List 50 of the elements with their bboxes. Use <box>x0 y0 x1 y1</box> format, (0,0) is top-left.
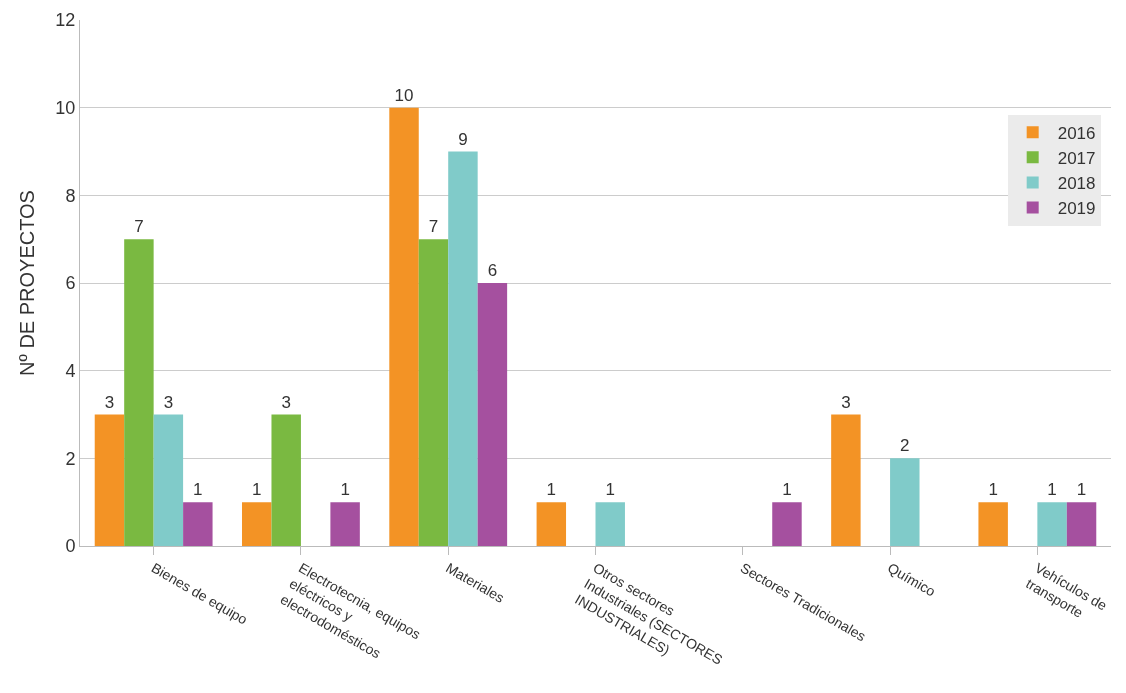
bar <box>1066 502 1097 546</box>
data-label: 1 <box>988 480 998 500</box>
y-tick-label: 6 <box>65 273 76 294</box>
data-label: 3 <box>104 392 115 412</box>
bar <box>271 414 301 546</box>
legend-label: 2018 <box>1057 174 1096 194</box>
bar <box>183 502 213 546</box>
legend-label: 2019 <box>1057 199 1096 219</box>
legend-label: 2017 <box>1057 148 1096 168</box>
data-label: 2 <box>900 436 910 456</box>
data-label: 1 <box>252 480 262 500</box>
bar <box>477 283 508 546</box>
y-tick-label: 0 <box>65 536 76 557</box>
bar <box>536 502 567 546</box>
data-label: 9 <box>458 129 468 149</box>
data-label: 1 <box>193 480 203 500</box>
y-tick-label: 10 <box>55 97 76 118</box>
data-label: 6 <box>487 261 498 280</box>
bar <box>389 107 419 546</box>
y-tick-label: 2 <box>65 448 76 469</box>
bar <box>418 239 449 546</box>
data-label: 3 <box>163 392 174 412</box>
bar <box>94 414 125 546</box>
bar <box>448 151 478 546</box>
bar <box>978 502 1008 546</box>
bar <box>153 414 184 546</box>
bar <box>124 239 154 546</box>
data-label: 10 <box>394 85 414 105</box>
bar <box>890 458 920 546</box>
y-axis-title: Nº DE PROYECTOS <box>15 190 38 376</box>
bar <box>242 502 272 546</box>
bar <box>831 414 861 546</box>
bar <box>1037 502 1067 546</box>
data-label: 7 <box>134 217 144 237</box>
data-label: 1 <box>546 480 557 500</box>
y-tick-label: 12 <box>55 10 76 31</box>
y-tick-label: 4 <box>65 360 76 381</box>
data-label: 1 <box>1047 480 1057 500</box>
data-label: 7 <box>428 217 439 237</box>
data-label: 1 <box>1076 480 1087 500</box>
data-label: 1 <box>605 480 615 500</box>
data-label: 3 <box>841 392 851 412</box>
bar <box>595 502 625 546</box>
legend-label: 2016 <box>1057 123 1096 143</box>
data-label: 3 <box>281 392 291 412</box>
y-tick-label: 8 <box>65 185 76 206</box>
data-label: 1 <box>782 480 792 500</box>
data-label: 1 <box>340 480 350 500</box>
bar <box>772 502 802 546</box>
bar <box>330 502 360 546</box>
